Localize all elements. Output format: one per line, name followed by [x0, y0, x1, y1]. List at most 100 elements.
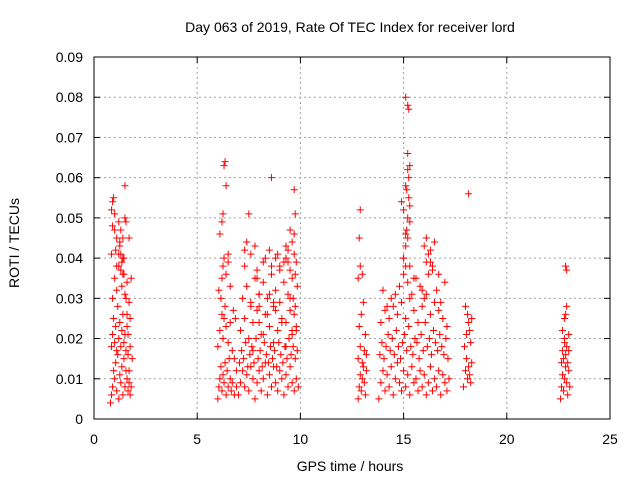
data-point — [218, 274, 226, 282]
data-point — [268, 262, 276, 270]
data-point — [255, 367, 263, 375]
data-point — [266, 343, 274, 351]
data-point — [127, 274, 135, 282]
data-point — [410, 274, 418, 282]
data-point — [249, 375, 257, 383]
data-point — [391, 290, 399, 298]
data-point — [118, 363, 126, 371]
chart-title: Day 063 of 2019, Rate Of TEC Index for r… — [185, 19, 515, 35]
data-point — [245, 387, 253, 395]
data-point — [256, 347, 264, 355]
data-point — [290, 250, 298, 258]
data-point — [355, 322, 363, 330]
data-point — [293, 347, 301, 355]
data-point — [439, 371, 447, 379]
data-point — [217, 294, 225, 302]
data-point — [123, 278, 131, 286]
data-point — [354, 395, 362, 403]
data-point — [270, 298, 278, 306]
data-point — [424, 250, 432, 258]
data-point — [562, 351, 570, 359]
data-point — [263, 310, 271, 318]
data-point — [466, 371, 474, 379]
data-point — [436, 331, 444, 339]
data-point — [395, 379, 403, 387]
data-point — [120, 355, 128, 363]
data-point — [120, 270, 128, 278]
data-point — [122, 218, 130, 226]
data-point — [356, 343, 364, 351]
data-point — [227, 387, 235, 395]
data-point — [463, 355, 471, 363]
data-point — [122, 294, 130, 302]
data-point — [564, 359, 572, 367]
data-point — [265, 246, 273, 254]
data-point — [563, 302, 571, 310]
data-point — [565, 367, 573, 375]
data-point — [382, 343, 390, 351]
data-point — [280, 391, 288, 399]
data-point — [459, 383, 467, 391]
data-point — [219, 210, 227, 218]
data-point — [354, 355, 362, 363]
data-point — [410, 379, 418, 387]
data-point — [443, 322, 451, 330]
data-point — [358, 375, 366, 383]
data-point — [385, 314, 393, 322]
data-point — [294, 383, 302, 391]
data-point — [428, 266, 436, 274]
data-point — [271, 347, 279, 355]
data-point — [258, 363, 266, 371]
data-point — [418, 383, 426, 391]
data-point — [218, 218, 226, 226]
data-point — [113, 347, 121, 355]
data-point — [108, 343, 116, 351]
data-point — [358, 359, 366, 367]
y-tick-label: 0.03 — [56, 290, 83, 306]
data-point — [404, 101, 412, 109]
data-point — [288, 238, 296, 246]
data-point — [288, 331, 296, 339]
data-point — [226, 318, 234, 326]
data-point — [127, 383, 135, 391]
data-point — [264, 359, 272, 367]
data-point — [292, 258, 300, 266]
data-point — [253, 274, 261, 282]
data-point — [216, 230, 224, 238]
data-point — [228, 347, 236, 355]
data-point — [253, 266, 261, 274]
data-point — [280, 278, 288, 286]
data-point — [463, 331, 471, 339]
data-point — [285, 335, 293, 343]
x-tick-label: 25 — [602, 431, 618, 447]
data-point — [123, 375, 131, 383]
data-point — [241, 383, 249, 391]
data-point — [465, 363, 473, 371]
data-point — [125, 379, 133, 387]
data-point — [411, 335, 419, 343]
data-point — [216, 375, 224, 383]
data-point — [121, 383, 129, 391]
data-point — [277, 351, 285, 359]
data-point — [117, 226, 125, 234]
data-point — [122, 347, 130, 355]
data-point — [291, 270, 299, 278]
data-point — [387, 363, 395, 371]
data-point — [224, 250, 232, 258]
data-point — [415, 355, 423, 363]
data-point — [242, 339, 250, 347]
data-point — [402, 314, 410, 322]
data-point — [224, 258, 232, 266]
data-point — [128, 355, 136, 363]
data-point — [110, 314, 118, 322]
data-point — [404, 214, 412, 222]
data-point — [121, 290, 129, 298]
data-point — [214, 343, 222, 351]
data-point — [384, 331, 392, 339]
data-point — [240, 355, 248, 363]
data-point — [229, 306, 237, 314]
data-point — [239, 294, 247, 302]
data-point — [425, 335, 433, 343]
data-point — [557, 359, 565, 367]
